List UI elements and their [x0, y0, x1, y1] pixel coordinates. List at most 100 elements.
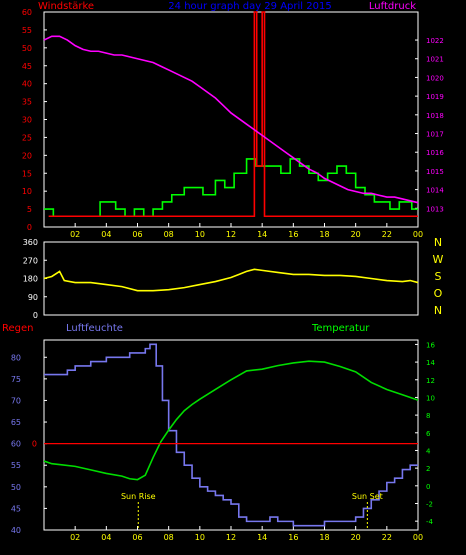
sunset-label: Sun Set: [352, 492, 383, 501]
direction-tick-label: 0: [33, 311, 38, 320]
left-tick-label: 35: [22, 98, 32, 107]
x-tick-label: 12: [226, 533, 236, 542]
wind-series-line: [44, 158, 418, 218]
temperature-tick-label: 14: [426, 359, 435, 367]
temperature-tick-label: 4: [426, 447, 431, 455]
direction-tick-label: 270: [23, 256, 38, 265]
x-tick-label: 04: [101, 230, 111, 239]
compass-letter: N: [434, 236, 442, 249]
left-tick-label: 10: [22, 187, 32, 196]
right-tick-label: 1015: [426, 168, 444, 176]
panel1-x-ticks: 02 04 06 08 10 12 14 16 18 20 22 00: [70, 223, 423, 239]
left-tick-label: 40: [22, 80, 32, 89]
temperature-tick-label: 2: [426, 465, 430, 473]
panel2-left-ticks: 0 90 180 270 360: [23, 238, 47, 320]
humidity-tick-label: 75: [11, 375, 21, 384]
x-tick-label: 06: [132, 230, 142, 239]
x-tick-label: 22: [382, 533, 392, 542]
left-tick-label: 45: [22, 62, 32, 71]
panel3-rain-ticks: 0: [32, 440, 37, 449]
pressure-series-line: [43, 35, 419, 204]
direction-tick-label: 360: [23, 238, 38, 247]
temperature-series-line: [43, 360, 419, 481]
x-tick-label: 14: [257, 533, 267, 542]
panel2-series: [43, 268, 419, 292]
direction-tick-label: 180: [23, 275, 38, 284]
compass-letter: W: [433, 253, 444, 266]
right-tick-label: 1018: [426, 112, 444, 120]
left-tick-label: 60: [22, 8, 32, 17]
x-tick-label: 10: [195, 533, 205, 542]
temperature-tick-label: 0: [426, 483, 430, 491]
x-tick-label: 14: [257, 230, 267, 239]
humidity-label: Luftfeuchte: [66, 323, 123, 334]
right-tick-label: 1022: [426, 37, 444, 45]
right-tick-label: 1020: [426, 74, 444, 82]
temperature-tick-label: 16: [426, 341, 435, 349]
temperature-tick-label: -2: [426, 500, 433, 508]
left-tick-label: 50: [22, 44, 32, 53]
x-tick-label: 12: [226, 230, 236, 239]
panel1-right-ticks: 1013 1014 1015 1016 1017 1018 1019 1020 1021 1022: [415, 37, 444, 213]
compass-letter: S: [435, 270, 442, 283]
panel3-sun-markers: Sun Rise Sun Set: [121, 492, 383, 530]
x-tick-label: 00: [413, 230, 423, 239]
left-tick-label: 25: [22, 133, 32, 142]
x-tick-label: 02: [70, 533, 80, 542]
humidity-tick-label: 40: [11, 526, 21, 535]
temperature-tick-label: -4: [426, 518, 434, 526]
panel3-humidity-ticks: 40 45 50 55 60 65 70 75 80: [11, 353, 47, 535]
x-tick-label: 22: [382, 230, 392, 239]
panel3-temperature-ticks: -4 -2 0 2 4 6 8 10 12 14 16: [415, 341, 435, 526]
x-tick-label: 20: [351, 230, 361, 239]
left-tick-label: 5: [27, 205, 32, 214]
temperature-tick-label: 10: [426, 394, 435, 402]
x-tick-label: 04: [101, 533, 111, 542]
humidity-tick-label: 50: [11, 483, 21, 492]
rain-label: Regen: [2, 323, 34, 334]
x-tick-label: 18: [319, 533, 329, 542]
panel3-series: [43, 343, 419, 527]
left-tick-label: 0: [27, 223, 32, 232]
direction-series-line: [43, 268, 419, 292]
x-tick-label: 10: [195, 230, 205, 239]
left-tick-label: 55: [22, 26, 32, 35]
panel1-right-axis-label: Luftdruck: [369, 1, 416, 12]
x-tick-label: 06: [132, 533, 142, 542]
left-tick-label: 15: [22, 169, 32, 178]
temperature-tick-label: 6: [426, 430, 431, 438]
x-tick-label: 00: [413, 533, 423, 542]
panel1-title: 24 hour graph day 29 April 2015: [168, 1, 331, 12]
humidity-tick-label: 55: [11, 461, 21, 470]
right-tick-label: 1014: [426, 187, 444, 195]
humidity-tick-label: 45: [11, 504, 21, 513]
left-tick-label: 20: [22, 151, 32, 160]
x-tick-label: 16: [288, 230, 298, 239]
humidity-tick-label: 80: [11, 353, 21, 362]
panel1-left-axis-label: Windstärke: [38, 1, 94, 12]
right-tick-label: 1019: [426, 93, 444, 101]
direction-tick-label: 90: [28, 293, 38, 302]
x-tick-label: 16: [288, 533, 298, 542]
right-tick-label: 1021: [426, 56, 444, 64]
x-tick-label: 08: [164, 533, 174, 542]
x-tick-label: 08: [164, 230, 174, 239]
panel3-x-ticks: 02 04 06 08 10 12 14 16 18 20 22 00: [70, 526, 423, 542]
rain-tick-label: 0: [32, 440, 37, 449]
x-tick-label: 02: [70, 230, 80, 239]
humidity-tick-label: 70: [11, 396, 21, 405]
right-tick-label: 1016: [426, 149, 444, 157]
humidity-tick-label: 60: [11, 440, 21, 449]
compass-letter: O: [434, 287, 443, 300]
temperature-tick-label: 12: [426, 377, 435, 385]
humidity-tick-label: 65: [11, 418, 21, 427]
temperature-label: Temperatur: [311, 323, 370, 334]
sunrise-label: Sun Rise: [121, 492, 156, 501]
gust-series-line: [48, 11, 418, 218]
compass-letter: N: [434, 304, 442, 317]
temperature-tick-label: 8: [426, 412, 430, 420]
x-tick-label: 18: [319, 230, 329, 239]
left-tick-label: 30: [22, 116, 32, 125]
right-tick-label: 1013: [426, 205, 444, 213]
